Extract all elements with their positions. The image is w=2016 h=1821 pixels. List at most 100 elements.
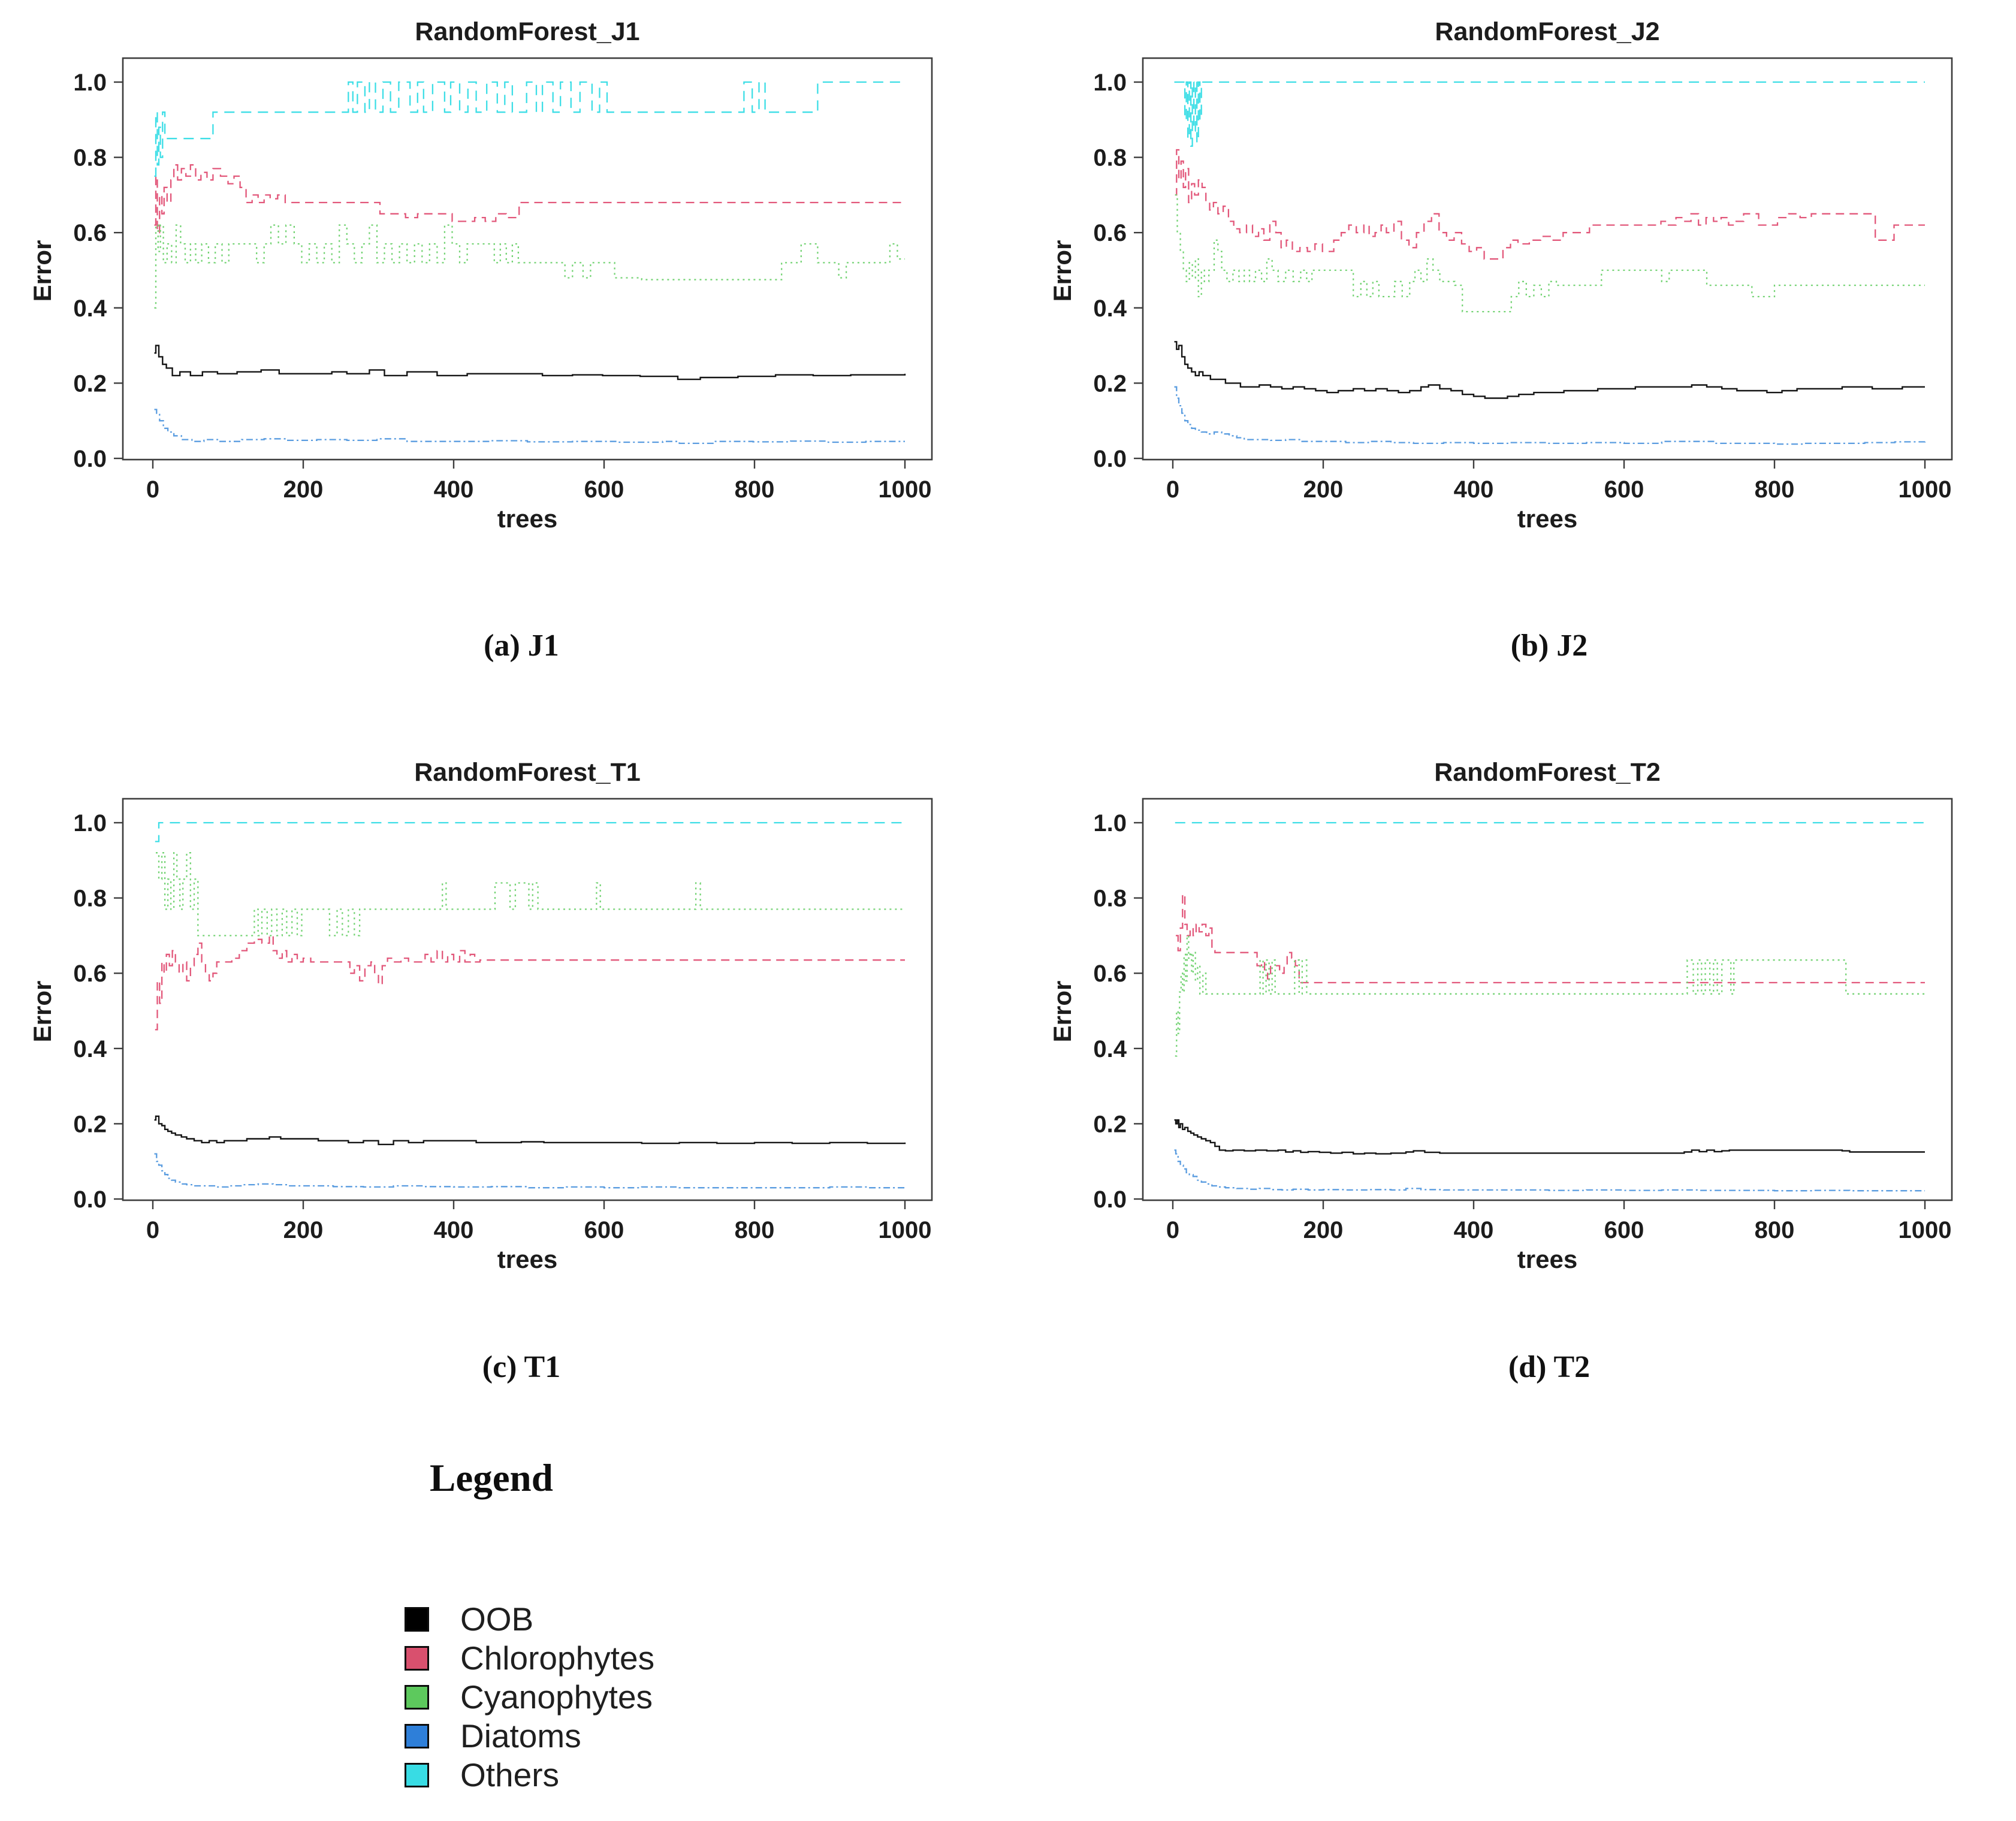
x-tick-label: 1000	[879, 476, 932, 503]
x-axis-label: trees	[497, 505, 557, 533]
chart-panel-t1: RandomForest_T1 0.0 0.2 0.4 0.6 0.8 1.0 0 200 400…	[24, 748, 1019, 1275]
series-diatoms-line	[154, 1153, 906, 1189]
x-tick-label: 600	[1604, 476, 1644, 503]
y-tick-label: 0.0	[73, 446, 107, 472]
chart-panel-j1: RandomForest_J1 0.0 0.2 0.4 0.6 0.8 1.0 0 200 400…	[24, 7, 1019, 534]
y-tick-label: 0.4	[1093, 295, 1127, 322]
x-tick-label: 200	[283, 1217, 324, 1243]
legend: Legend OOB Chlorophytes Cyanophytes Diatoms…	[393, 1445, 812, 1791]
series-cyanophytes-line	[156, 852, 905, 937]
x-tick-label: 800	[1755, 476, 1795, 503]
y-tick-label: 1.0	[73, 70, 107, 96]
series-diatoms-line	[1174, 386, 1926, 445]
series-chlorophytes-line	[1175, 149, 1925, 260]
plot-border	[1142, 798, 1953, 1201]
x-tick-label: 0	[146, 476, 159, 503]
series-chlorophytes-line	[154, 164, 905, 234]
x-tick-label: 800	[735, 1217, 775, 1243]
chart-title: RandomForest_T1	[414, 758, 641, 787]
x-tick-label: 400	[1454, 476, 1494, 503]
subfigure-caption-d: (d) T2	[1508, 1350, 1591, 1384]
legend-swatch-icon	[405, 1723, 429, 1748]
x-tick-label: 1000	[879, 1217, 932, 1243]
legend-item-others: Others	[405, 1758, 654, 1792]
y-tick-label: 0.4	[73, 1036, 107, 1062]
x-tick-label: 600	[584, 1217, 624, 1243]
chart-title: RandomForest_J2	[1435, 17, 1659, 46]
x-tick-label: 600	[584, 476, 624, 503]
chart-svg-randomforest-j1: RandomForest_J1 0.0 0.2 0.4 0.6 0.8 1.0 0 200 400…	[28, 17, 933, 533]
series-others-line	[1174, 81, 1925, 147]
y-tick-label: 0.0	[73, 1186, 107, 1213]
x-tick-label: 400	[434, 476, 474, 503]
x-tick-label: 200	[1303, 476, 1344, 503]
legend-item-label: Others	[460, 1756, 560, 1793]
chart-svg-randomforest-t2: RandomForest_T2 0.0 0.2 0.4 0.6 0.8 1.0 0 200 400…	[1048, 758, 1953, 1273]
series-cyanophytes-line	[1175, 194, 1925, 313]
legend-item-cyanophytes: Cyanophytes	[405, 1680, 654, 1714]
x-axis-label: trees	[1517, 1245, 1577, 1273]
chart-panel-t2: RandomForest_T2 0.0 0.2 0.4 0.6 0.8 1.0 0 200 400…	[1044, 748, 2016, 1275]
legend-swatch-icon	[405, 1684, 429, 1710]
x-tick-label: 0	[1166, 476, 1179, 503]
series-cyanophytes-line	[1175, 935, 1925, 1057]
series-cyanophytes-line	[154, 224, 905, 309]
y-tick-label: 0.6	[1093, 961, 1127, 987]
series-oob-line	[154, 345, 906, 380]
y-axis-label: Error	[1048, 240, 1076, 302]
y-tick-label: 0.4	[1093, 1036, 1127, 1062]
series-diatoms-line	[154, 409, 905, 445]
y-tick-label: 0.8	[1093, 886, 1127, 912]
legend-item-label: Cyanophytes	[460, 1678, 653, 1716]
legend-item-label: OOB	[460, 1600, 534, 1638]
y-tick-label: 0.6	[1093, 220, 1127, 246]
chart-title: RandomForest_J1	[415, 17, 639, 46]
legend-swatch-icon	[405, 1645, 429, 1671]
x-tick-label: 400	[434, 1217, 474, 1243]
chart-panel-j2: RandomForest_J2 0.0 0.2 0.4 0.6 0.8 1.0 0 200 400…	[1044, 7, 2016, 534]
series-chlorophytes-line	[155, 935, 905, 1031]
legend-item-chlorophytes: Chlorophytes	[405, 1641, 654, 1675]
y-axis-label: Error	[28, 240, 56, 302]
y-tick-label: 0.0	[1093, 1186, 1127, 1213]
y-tick-label: 1.0	[1093, 810, 1127, 836]
x-tick-label: 0	[1166, 1217, 1179, 1243]
x-tick-label: 1000	[1899, 476, 1952, 503]
y-tick-label: 0.4	[73, 295, 107, 322]
series-oob-line	[1174, 341, 1925, 399]
chart-svg-randomforest-j2: RandomForest_J2 0.0 0.2 0.4 0.6 0.8 1.0 0 200 400…	[1048, 17, 1953, 533]
series-oob-line	[1174, 1119, 1925, 1155]
subfigure-caption-a: (a) J1	[484, 629, 559, 663]
x-tick-label: 600	[1604, 1217, 1644, 1243]
x-tick-label: 800	[735, 476, 775, 503]
series-oob-line	[154, 1115, 906, 1146]
y-tick-label: 1.0	[73, 810, 107, 836]
legend-swatch-icon	[405, 1606, 429, 1632]
y-tick-label: 0.2	[73, 1111, 107, 1137]
series-diatoms-line	[1174, 1149, 1925, 1192]
chart-title: RandomForest_T2	[1434, 758, 1661, 787]
y-axis-label: Error	[1048, 981, 1076, 1043]
x-tick-label: 400	[1454, 1217, 1494, 1243]
subfigure-caption-c: (c) T1	[482, 1350, 561, 1384]
y-tick-label: 0.2	[73, 370, 107, 397]
series-others-line	[154, 81, 905, 177]
y-axis-label: Error	[28, 981, 56, 1043]
plot-border	[1142, 57, 1953, 461]
x-axis-label: trees	[497, 1245, 557, 1273]
legend-swatch-icon	[405, 1762, 429, 1787]
legend-item-diatoms: Diatoms	[405, 1719, 654, 1753]
y-tick-label: 0.8	[73, 886, 107, 912]
y-tick-label: 0.8	[1093, 145, 1127, 171]
legend-item-label: Chlorophytes	[460, 1639, 655, 1677]
y-tick-label: 0.6	[73, 220, 107, 246]
x-axis-label: trees	[1517, 505, 1577, 533]
plot-border	[122, 798, 933, 1201]
plot-border	[122, 57, 933, 461]
series-chlorophytes-line	[1176, 893, 1925, 984]
legend-title: Legend	[430, 1457, 553, 1500]
x-tick-label: 800	[1755, 1217, 1795, 1243]
legend-item-oob: OOB	[405, 1602, 654, 1636]
y-tick-label: 0.2	[1093, 370, 1127, 397]
